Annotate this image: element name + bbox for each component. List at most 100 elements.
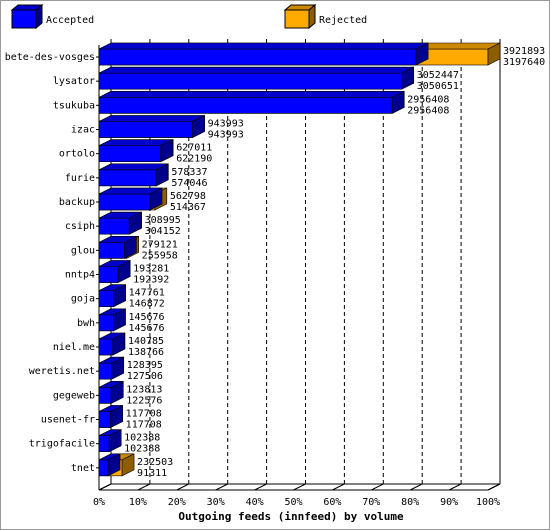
- value-label: 147761: [129, 288, 165, 299]
- value-label: 943993: [208, 130, 244, 141]
- bar-front: [98, 48, 417, 66]
- bar-front: [98, 242, 125, 259]
- x-tick-label: 30%: [207, 497, 225, 508]
- value-label: 145676: [128, 323, 164, 334]
- bar: [98, 405, 123, 428]
- bar-side: [124, 235, 137, 259]
- y-tick-label: tsukuba: [53, 100, 95, 111]
- x-tick-label: 20%: [168, 497, 186, 508]
- tick-mark: [371, 483, 384, 491]
- value-label: 578337: [171, 167, 207, 178]
- bar-side: [415, 42, 429, 66]
- bar: [98, 453, 121, 477]
- bar: [98, 66, 414, 90]
- y-tick-label: lysator: [53, 76, 95, 87]
- value-label: 117708: [126, 409, 162, 420]
- value-label: 232503: [137, 457, 173, 468]
- tick-mark: [293, 483, 306, 491]
- bar-side: [113, 284, 126, 308]
- legend-side: [35, 3, 43, 30]
- value-label: 622190: [176, 154, 212, 165]
- y-tick-label: goja: [71, 294, 95, 305]
- value-label: 117708: [126, 420, 162, 431]
- tick-mark: [487, 483, 501, 491]
- tick-mark: [137, 483, 151, 491]
- x-tick-label: 10%: [129, 497, 147, 508]
- bar: [98, 332, 126, 356]
- x-tick-label: 60%: [323, 497, 341, 508]
- value-label: 2956408: [407, 94, 449, 105]
- y-tick-label: gegeweb: [53, 390, 95, 401]
- x-tick-label: 100%: [476, 497, 500, 508]
- bar-front: [98, 193, 151, 211]
- legend-side: [308, 3, 316, 30]
- bar-side: [487, 42, 501, 66]
- bar-front: [98, 387, 112, 404]
- value-label: 308995: [145, 215, 181, 226]
- legend-front: [284, 9, 310, 29]
- y-tick-label: bwh: [77, 318, 95, 329]
- value-label: 2956408: [407, 105, 449, 116]
- bar-side: [107, 453, 121, 477]
- legend-front: [11, 9, 37, 29]
- tick-mark: [254, 483, 267, 491]
- value-label: 128395: [127, 360, 163, 371]
- tick-mark: [409, 483, 423, 491]
- y-tick-label: glou: [71, 245, 95, 256]
- x-tick-label: 50%: [284, 497, 302, 508]
- value-label: 127506: [127, 371, 163, 382]
- bar-side: [192, 115, 205, 138]
- value-label: 3197640: [503, 57, 545, 68]
- bar-side: [128, 211, 142, 235]
- value-label: 192392: [133, 275, 169, 286]
- value-label: 102388: [124, 444, 160, 455]
- value-label: 145676: [128, 312, 164, 323]
- bar-top: [98, 66, 414, 74]
- y-tick-label: furie: [65, 173, 95, 184]
- bar: [98, 42, 429, 66]
- bar-top: [98, 42, 429, 50]
- bar-side: [149, 187, 163, 211]
- bar-top: [98, 91, 405, 98]
- bar-top: [98, 139, 173, 146]
- y-tick-label: usenet-fr: [41, 415, 95, 426]
- bar: [98, 235, 137, 259]
- bar: [98, 163, 169, 187]
- tick-mark: [176, 483, 190, 491]
- bar-front: [98, 435, 110, 452]
- x-axis-title: Outgoing feeds (innfeed) by volume: [178, 510, 404, 523]
- legend-swatch: [10, 3, 44, 30]
- bar-front: [98, 145, 162, 162]
- value-label: 627011: [176, 143, 212, 154]
- bar-front: [98, 121, 193, 138]
- bar-side: [160, 139, 174, 163]
- bar-front: [98, 97, 393, 114]
- bar: [98, 139, 174, 163]
- value-label: 123813: [126, 384, 162, 395]
- legend-label: Accepted: [46, 15, 94, 26]
- value-label: 140785: [128, 336, 164, 347]
- bar-front: [98, 217, 130, 235]
- value-label: 102388: [124, 433, 160, 444]
- bar: [98, 211, 142, 235]
- tick-mark: [332, 483, 345, 491]
- y-tick-label: nntp4: [65, 270, 95, 281]
- bar-front: [98, 72, 402, 90]
- value-label: 3052447: [417, 70, 459, 81]
- legend-label: Rejected: [319, 15, 367, 26]
- y-tick-label: weretis.net: [29, 366, 95, 377]
- value-label: 574046: [171, 178, 207, 189]
- bar-side: [111, 356, 124, 380]
- bar-top: [98, 115, 205, 122]
- bar-front: [98, 169, 157, 187]
- value-label: 193281: [133, 264, 169, 275]
- bar: [98, 429, 122, 453]
- y-tick-label: tnet: [71, 463, 95, 474]
- bar-front: [98, 266, 119, 283]
- bar: [98, 187, 163, 211]
- y-tick-label: csiph: [65, 221, 95, 232]
- value-label: 138766: [128, 347, 164, 358]
- value-label: 122576: [126, 395, 162, 406]
- x-tick-label: 70%: [362, 497, 380, 508]
